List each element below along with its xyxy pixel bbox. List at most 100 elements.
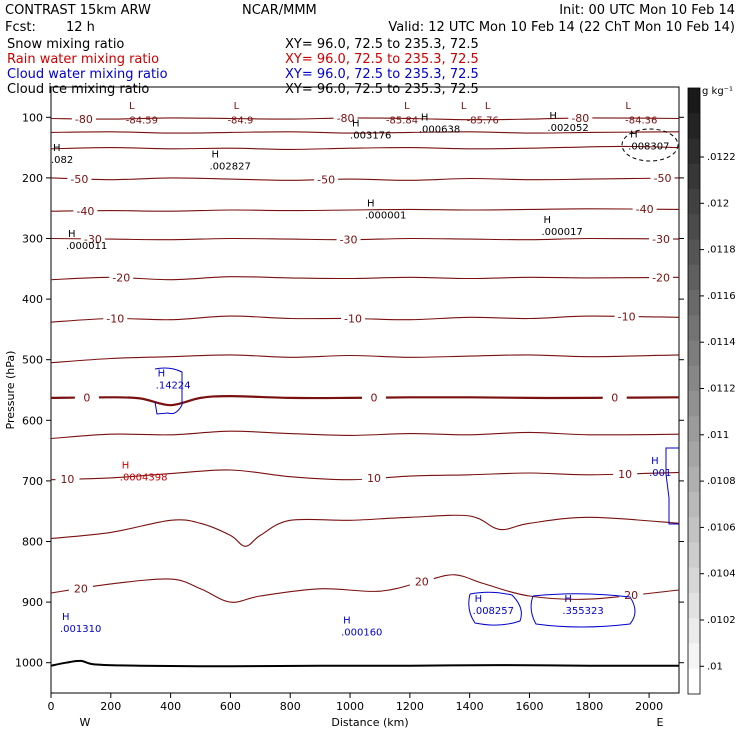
isotherm-line bbox=[50, 237, 680, 241]
maximum-value: .000638 bbox=[419, 125, 460, 136]
colorbar-segment bbox=[688, 290, 700, 316]
x-tick-label: 1600 bbox=[515, 700, 543, 713]
isotherm-label: 0 bbox=[370, 392, 377, 405]
colorbar-tick-label: .01 bbox=[707, 661, 723, 672]
isotherm-label-bg bbox=[614, 310, 639, 322]
isotherm-line bbox=[50, 514, 680, 547]
colorbar-segment bbox=[688, 542, 700, 569]
isotherm-label-bg bbox=[67, 172, 92, 184]
isotherm-label: 10 bbox=[60, 473, 74, 486]
init-time: Init: 00 UTC Mon 10 Feb 14 bbox=[559, 3, 735, 18]
isotherm-line bbox=[50, 469, 680, 481]
isotherm-line bbox=[50, 276, 680, 281]
isotherm-label-bg bbox=[650, 172, 675, 184]
colorbar-segment bbox=[688, 214, 700, 240]
colorbar-segment bbox=[688, 189, 700, 215]
minimum-value: -85.84 bbox=[386, 116, 418, 127]
colorbar-tick-label: .012 bbox=[707, 198, 729, 209]
y-tick-label: 400 bbox=[22, 293, 43, 306]
maximum-value: .355323 bbox=[562, 606, 603, 617]
isotherm-label-bg bbox=[649, 271, 674, 283]
colorbar-tick-label: .011 bbox=[707, 430, 729, 441]
cloud-water-contour bbox=[530, 593, 636, 628]
forecast-value: 12 h bbox=[66, 20, 95, 35]
max-marker-h: H bbox=[122, 460, 130, 471]
isotherm-label-bg bbox=[619, 588, 644, 600]
maximum-value: .000011 bbox=[66, 241, 107, 252]
isotherm-label: -20 bbox=[112, 272, 130, 285]
minimum-value: -84.9 bbox=[227, 116, 253, 127]
colorbar-segment bbox=[688, 163, 700, 190]
valid-time: Valid: 12 UTC Mon 10 Feb 14 (22 ChT Mon … bbox=[388, 20, 735, 35]
isotherm-label-bg bbox=[103, 312, 128, 324]
colorbar-segment bbox=[688, 441, 700, 468]
isotherm-label: -20 bbox=[652, 271, 670, 284]
isotherm-line bbox=[50, 354, 680, 364]
isotherm-label-bg bbox=[80, 232, 105, 244]
legend-field-name: Snow mixing ratio bbox=[7, 37, 124, 52]
x-tick-label: 600 bbox=[220, 700, 241, 713]
max-marker-h: H bbox=[367, 199, 375, 210]
colorbar-tick-label: .0112 bbox=[707, 384, 736, 395]
legend-field-name: Rain water mixing ratio bbox=[7, 52, 159, 67]
maximum-value: .000017 bbox=[541, 227, 582, 238]
isotherm-label: 10 bbox=[618, 468, 632, 481]
colorbar-segment bbox=[688, 643, 700, 670]
isotherm-label-bg bbox=[71, 112, 96, 124]
y-tick-label: 100 bbox=[22, 111, 43, 124]
max-marker-h: H bbox=[549, 111, 557, 122]
max-marker-h: H bbox=[343, 616, 351, 627]
isotherm-label-bg bbox=[55, 473, 80, 485]
isotherm-label: -40 bbox=[636, 203, 654, 216]
x-end-label-east: E bbox=[657, 716, 664, 729]
colorbar-segment bbox=[688, 239, 700, 266]
max-marker-h: H bbox=[564, 594, 572, 605]
low-marker: L bbox=[234, 101, 240, 112]
maximum-value: .000001 bbox=[365, 211, 406, 222]
x-tick-label: 1200 bbox=[396, 700, 424, 713]
colorbar-segment bbox=[688, 340, 700, 367]
y-tick-label: 300 bbox=[22, 233, 43, 246]
maximum-value: .008257 bbox=[473, 606, 514, 617]
isotherm-label: -10 bbox=[106, 313, 124, 326]
isotherm-label: -10 bbox=[344, 313, 362, 326]
max-marker-h: H bbox=[651, 456, 659, 467]
plot-frame bbox=[50, 86, 680, 694]
isotherm-line bbox=[50, 145, 680, 150]
minimum-value: -84.59 bbox=[126, 116, 158, 127]
colorbar-segment bbox=[688, 264, 700, 291]
isotherm-label: -30 bbox=[652, 233, 670, 246]
isotherm-label-bg bbox=[109, 271, 134, 283]
model-title: CONTRAST 15km ARW bbox=[5, 3, 151, 18]
maximum-value: .002827 bbox=[209, 162, 250, 173]
x-tick-label: 2000 bbox=[635, 700, 663, 713]
isotherm-label: -80 bbox=[337, 112, 355, 125]
low-marker: L bbox=[129, 101, 135, 112]
colorbar-tick-label: .0114 bbox=[707, 337, 736, 348]
y-tick-label: 600 bbox=[22, 414, 43, 427]
isotherm-label-bg bbox=[361, 391, 386, 403]
isotherm-label: -30 bbox=[340, 234, 358, 247]
max-marker-h: H bbox=[62, 612, 70, 623]
isotherm-label: 0 bbox=[83, 392, 90, 405]
maximum-value: .008307 bbox=[628, 142, 669, 153]
colorbar-segment bbox=[688, 668, 700, 695]
isotherm-label-bg bbox=[649, 232, 674, 244]
y-axis-label: Pressure (hPa) bbox=[4, 351, 17, 430]
maximum-value: .082 bbox=[51, 155, 73, 166]
isotherm-line bbox=[50, 208, 680, 212]
colorbar-segment bbox=[688, 138, 700, 165]
colorbar-segment bbox=[688, 492, 700, 518]
isotherm-label: 20 bbox=[624, 589, 638, 602]
legend-field-xy: XY= 96.0, 72.5 to 235.3, 72.5 bbox=[285, 82, 479, 97]
colorbar-tick-label: .0104 bbox=[707, 569, 736, 580]
isotherm-label: -80 bbox=[571, 112, 589, 125]
cloud-water-contour bbox=[154, 367, 183, 415]
colorbar-outline bbox=[687, 87, 701, 695]
isotherm-label-bg bbox=[333, 111, 358, 123]
isotherm-line bbox=[50, 574, 680, 603]
max-marker-h: H bbox=[543, 215, 551, 226]
colorbar-segment bbox=[688, 517, 700, 543]
